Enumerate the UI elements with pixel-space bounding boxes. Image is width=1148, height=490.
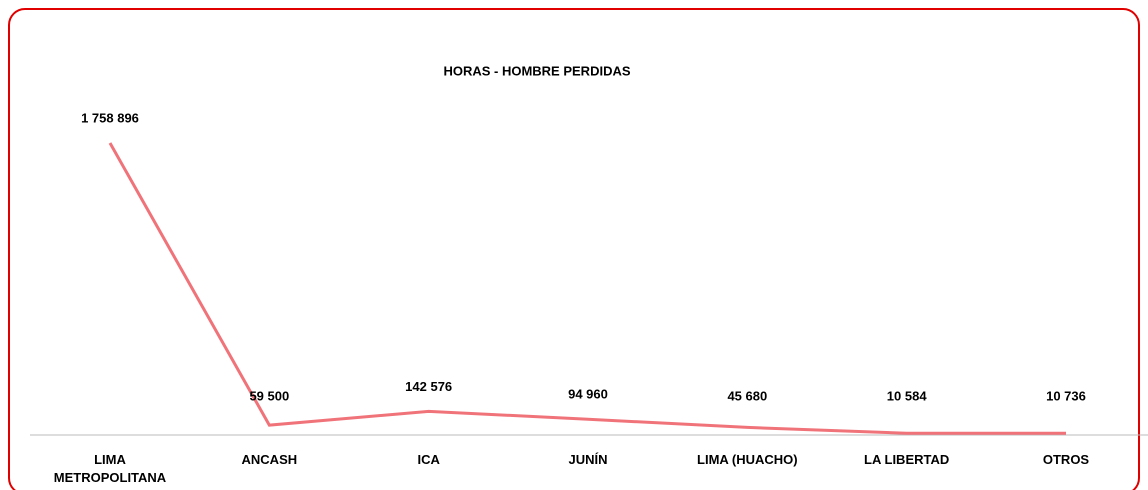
chart-title: HORAS - HOMBRE PERDIDAS: [443, 63, 630, 78]
data-label: 142 576: [405, 379, 452, 394]
x-tick-label: LIMA METROPOLITANA: [53, 452, 167, 485]
data-label: 1 758 896: [81, 110, 139, 125]
x-tick-label: ANCASH: [241, 452, 298, 467]
frame: [8, 8, 1140, 490]
data-label: 94 960: [568, 387, 608, 402]
data-label: 10 584: [887, 388, 928, 403]
data-label: 45 680: [727, 388, 767, 403]
x-tick-label: LA LIBERTAD: [864, 452, 950, 467]
x-tick-label: OTROS: [1042, 452, 1090, 467]
x-tick-label: ICA: [417, 452, 440, 467]
data-label: 10 736: [1046, 388, 1086, 403]
data-label: 59 500: [249, 388, 289, 403]
x-tick-label: JUNÍN: [568, 452, 608, 467]
line: [108, 142, 1067, 435]
x-tick-label: LIMA (HUACHO): [697, 452, 798, 467]
